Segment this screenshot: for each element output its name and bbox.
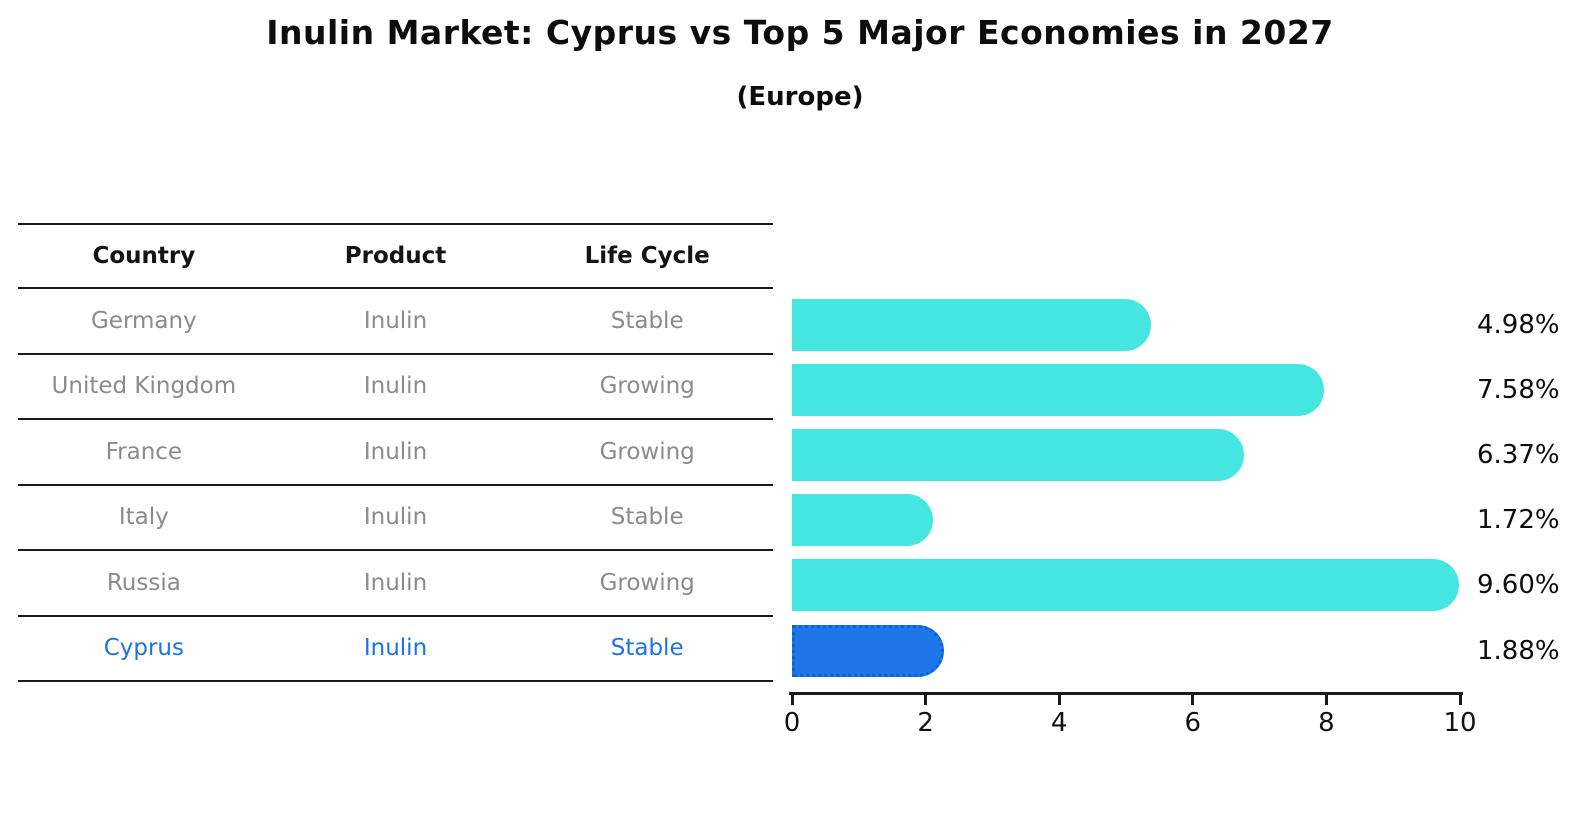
table-cell: Stable [610, 307, 684, 334]
x-axis-tick-label: 0 [783, 708, 801, 738]
table-cell: Inulin [363, 504, 428, 531]
table-header-product: Product [344, 243, 447, 269]
table-row: Russia Inulin Growing [18, 551, 773, 617]
x-axis-tick-label: 6 [1184, 708, 1202, 738]
x-axis-tick [1324, 695, 1328, 705]
table-cell: Inulin [363, 373, 428, 400]
x-axis-tick-label: 4 [1050, 708, 1068, 738]
table-body: Germany Inulin Stable United Kingdom Inulin G… [18, 289, 773, 682]
value-label: 1.88% [1477, 635, 1560, 666]
table-cell: Growing [599, 569, 695, 596]
table-header-country: Country [92, 243, 196, 269]
country-table: Country Product Life Cycle Germany Inulin… [18, 223, 773, 682]
chart-title: Inulin Market: Cyprus vs Top 5 Major Eco… [266, 13, 1334, 52]
table-row: Germany Inulin Stable [18, 289, 773, 355]
table-cell: Germany [90, 307, 197, 334]
value-label: 7.58% [1477, 374, 1560, 405]
table-cell: Inulin [363, 438, 428, 465]
table-row: Cyprus Inulin Stable [18, 617, 773, 682]
x-axis-tick-label: 2 [917, 708, 934, 738]
table-cell: France [105, 438, 183, 465]
table-cell: Cyprus [103, 635, 184, 662]
x-axis-tick [1057, 695, 1061, 705]
value-label: 6.37% [1477, 439, 1560, 470]
table-cell: Russia [106, 569, 181, 596]
bar [792, 298, 1151, 351]
table-header-row: Country Product Life Cycle [18, 223, 773, 289]
table-cell: Stable [610, 635, 684, 662]
bar-highlight [792, 624, 944, 677]
bar [792, 428, 1244, 481]
table-cell: United Kingdom [51, 373, 237, 400]
x-axis-tick [1191, 695, 1195, 705]
table-row: Italy Inulin Stable [18, 486, 773, 551]
chart-subtitle: (Europe) [736, 82, 864, 112]
x-axis-tick [1458, 695, 1462, 705]
table-header-life-cycle: Life Cycle [584, 243, 710, 269]
table-cell: Inulin [363, 635, 428, 662]
value-label: 9.60% [1477, 570, 1560, 601]
bar [792, 363, 1325, 416]
x-axis-tick-label: 8 [1318, 708, 1335, 738]
value-label: 1.72% [1477, 505, 1560, 536]
table-cell: Growing [599, 438, 695, 465]
bar [792, 494, 933, 547]
table-cell: Italy [118, 504, 169, 531]
value-label: 4.98% [1477, 309, 1560, 340]
table-row: United Kingdom Inulin Growing [18, 355, 773, 420]
table-cell: Inulin [363, 307, 428, 334]
bar [792, 559, 1460, 612]
x-axis-line [789, 692, 1463, 695]
table-cell: Growing [599, 373, 695, 400]
x-axis-tick-label: 10 [1443, 708, 1477, 738]
table-cell: Inulin [363, 569, 428, 596]
x-axis-tick [790, 695, 794, 705]
table-cell: Stable [610, 504, 684, 531]
x-axis-tick [924, 695, 928, 705]
table-row: France Inulin Growing [18, 420, 773, 486]
